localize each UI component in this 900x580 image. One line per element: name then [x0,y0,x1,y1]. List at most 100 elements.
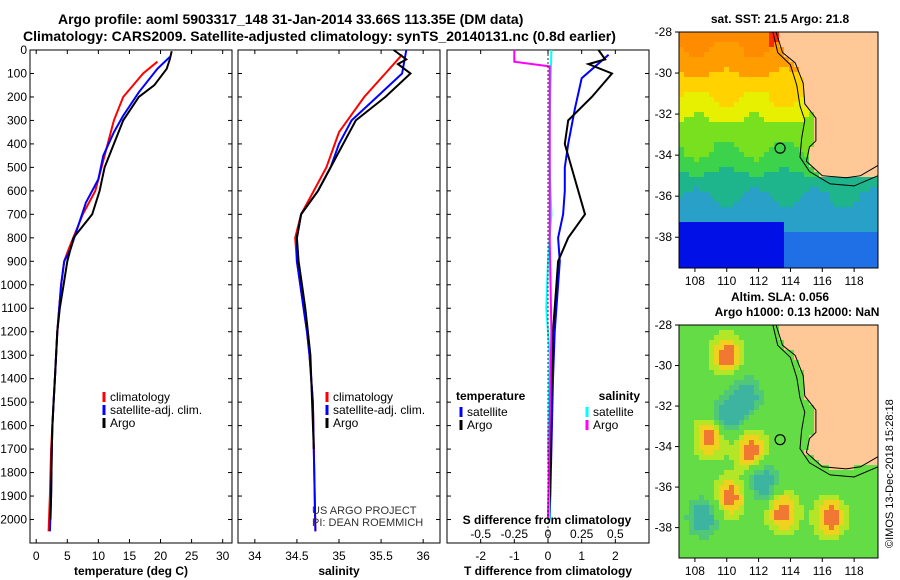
x-tick-label: 35.5 [369,549,393,563]
map-cell [699,107,705,113]
map-cell [774,152,780,158]
map-cell [864,455,870,461]
map-cell [784,450,790,456]
map-cell [684,475,690,481]
map-cell [854,370,860,376]
map-cell [689,167,695,173]
map-cell [684,137,690,143]
map-cell [854,485,860,491]
map-cell [754,97,760,103]
map-cell [784,67,790,73]
map-cell [749,257,755,263]
map-cell [819,37,825,43]
map-cell [834,340,840,346]
map-cell [769,112,775,118]
map-cell [764,390,770,396]
map-cell [764,375,770,381]
map-cell [749,400,755,406]
map-cell [749,107,755,113]
map-cell [794,345,800,351]
map-cell [759,335,765,341]
map-cell [849,330,855,336]
map-cell [684,540,690,546]
map-cell [754,157,760,163]
map-cell [744,112,750,118]
map-cell [744,385,750,391]
map-cell [774,510,780,516]
map-cell [859,505,865,511]
map-cell [734,420,740,426]
map-cell [729,530,735,536]
map-cell [829,340,835,346]
map-cell [849,365,855,371]
map-cell [724,520,730,526]
map-cell [729,102,735,108]
map-cell [734,132,740,138]
map-cell [689,455,695,461]
map-cell [774,197,780,203]
map-cell [789,415,795,421]
map-cell [789,540,795,546]
map-cell [789,425,795,431]
map-cell [824,102,830,108]
map-cell [844,455,850,461]
map-cell [859,122,865,128]
map-cell [844,415,850,421]
map-cell [734,435,740,441]
map-cell [739,177,745,183]
map-cell [844,62,850,68]
map-cell [814,202,820,208]
map-cell [699,222,705,228]
map-cell [719,42,725,48]
map-cell [684,420,690,426]
map-cell [724,102,730,108]
map-cell [874,157,879,163]
map-cell [864,52,870,58]
map-cell [824,62,830,68]
map-cell [734,445,740,451]
map-cell [779,72,785,78]
map-cell [869,77,875,83]
map-cell [769,77,775,83]
map-cell [749,395,755,401]
map-cell [759,162,765,168]
map-cell [719,350,725,356]
map-cell [834,72,840,78]
map-cell [824,132,830,138]
map-cell [719,87,725,93]
map-cell [739,47,745,53]
map-cell [844,340,850,346]
map-cell [739,247,745,253]
map-cell [739,152,745,158]
map-cell [689,415,695,421]
map-cell [794,365,800,371]
map-cell [744,167,750,173]
map-cell [749,385,755,391]
map-cell [749,142,755,148]
map-cell [864,420,870,426]
map-cell [759,222,765,228]
map-cell [844,32,850,38]
map-cell [749,62,755,68]
map-cell [764,157,770,163]
map-cell [709,390,715,396]
map-cell [754,445,760,451]
map-cell [789,227,795,233]
map-cell [794,57,800,63]
map-cell [824,67,830,73]
map-cell [759,365,765,371]
map-cell [839,157,845,163]
map-cell [849,460,855,466]
map-cell [749,47,755,53]
map-y-tick-label: -28 [655,318,673,332]
map-cell [734,515,740,521]
map-cell [719,177,725,183]
map-cell [824,157,830,163]
map-cell [864,440,870,446]
map-cell [809,425,815,431]
map-cell [794,42,800,48]
map-cell [794,132,800,138]
map-cell [804,187,810,193]
map-cell [864,470,870,476]
map-cell [804,520,810,526]
